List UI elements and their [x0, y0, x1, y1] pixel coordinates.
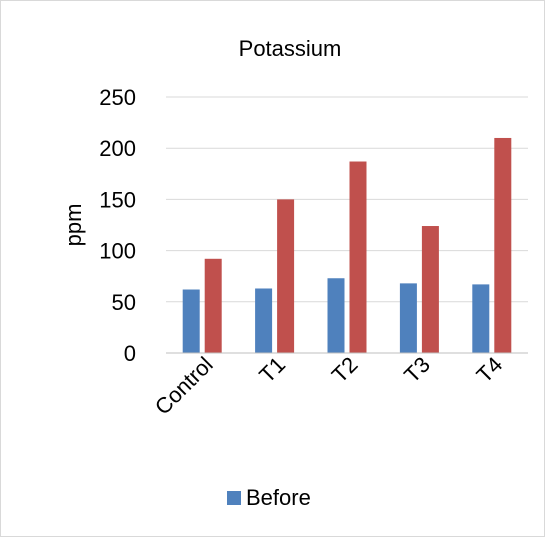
bar-series-1-t4	[494, 137, 512, 353]
bar-series-1-t1	[277, 199, 295, 353]
y-tick-label: 50	[112, 290, 136, 315]
y-tick-label: 100	[99, 239, 136, 264]
y-axis-ticks: 0 50 100 150 200 250	[99, 85, 136, 366]
legend-label-before: Before	[246, 485, 311, 510]
bar-series-0-t4	[472, 284, 490, 353]
bar-series-1-t2	[349, 161, 367, 353]
chart-title: Potassium	[239, 36, 342, 61]
y-tick-label: 150	[99, 187, 136, 212]
bar-series-1-t3	[421, 226, 439, 353]
gridlines	[166, 96, 528, 303]
bar-series-0-t2	[327, 278, 345, 353]
y-axis-label: ppm	[61, 204, 86, 247]
bar-series-0-t3	[399, 283, 417, 353]
y-tick-label: 200	[99, 136, 136, 161]
bar-series-0-control	[182, 289, 200, 353]
y-tick-label: 250	[99, 85, 136, 110]
legend: Before	[227, 485, 311, 510]
legend-swatch-before	[227, 491, 241, 505]
bar-series-1-control	[204, 258, 222, 353]
bars	[182, 137, 512, 353]
bar-series-0-t1	[255, 288, 273, 353]
y-tick-label: 0	[124, 341, 136, 366]
